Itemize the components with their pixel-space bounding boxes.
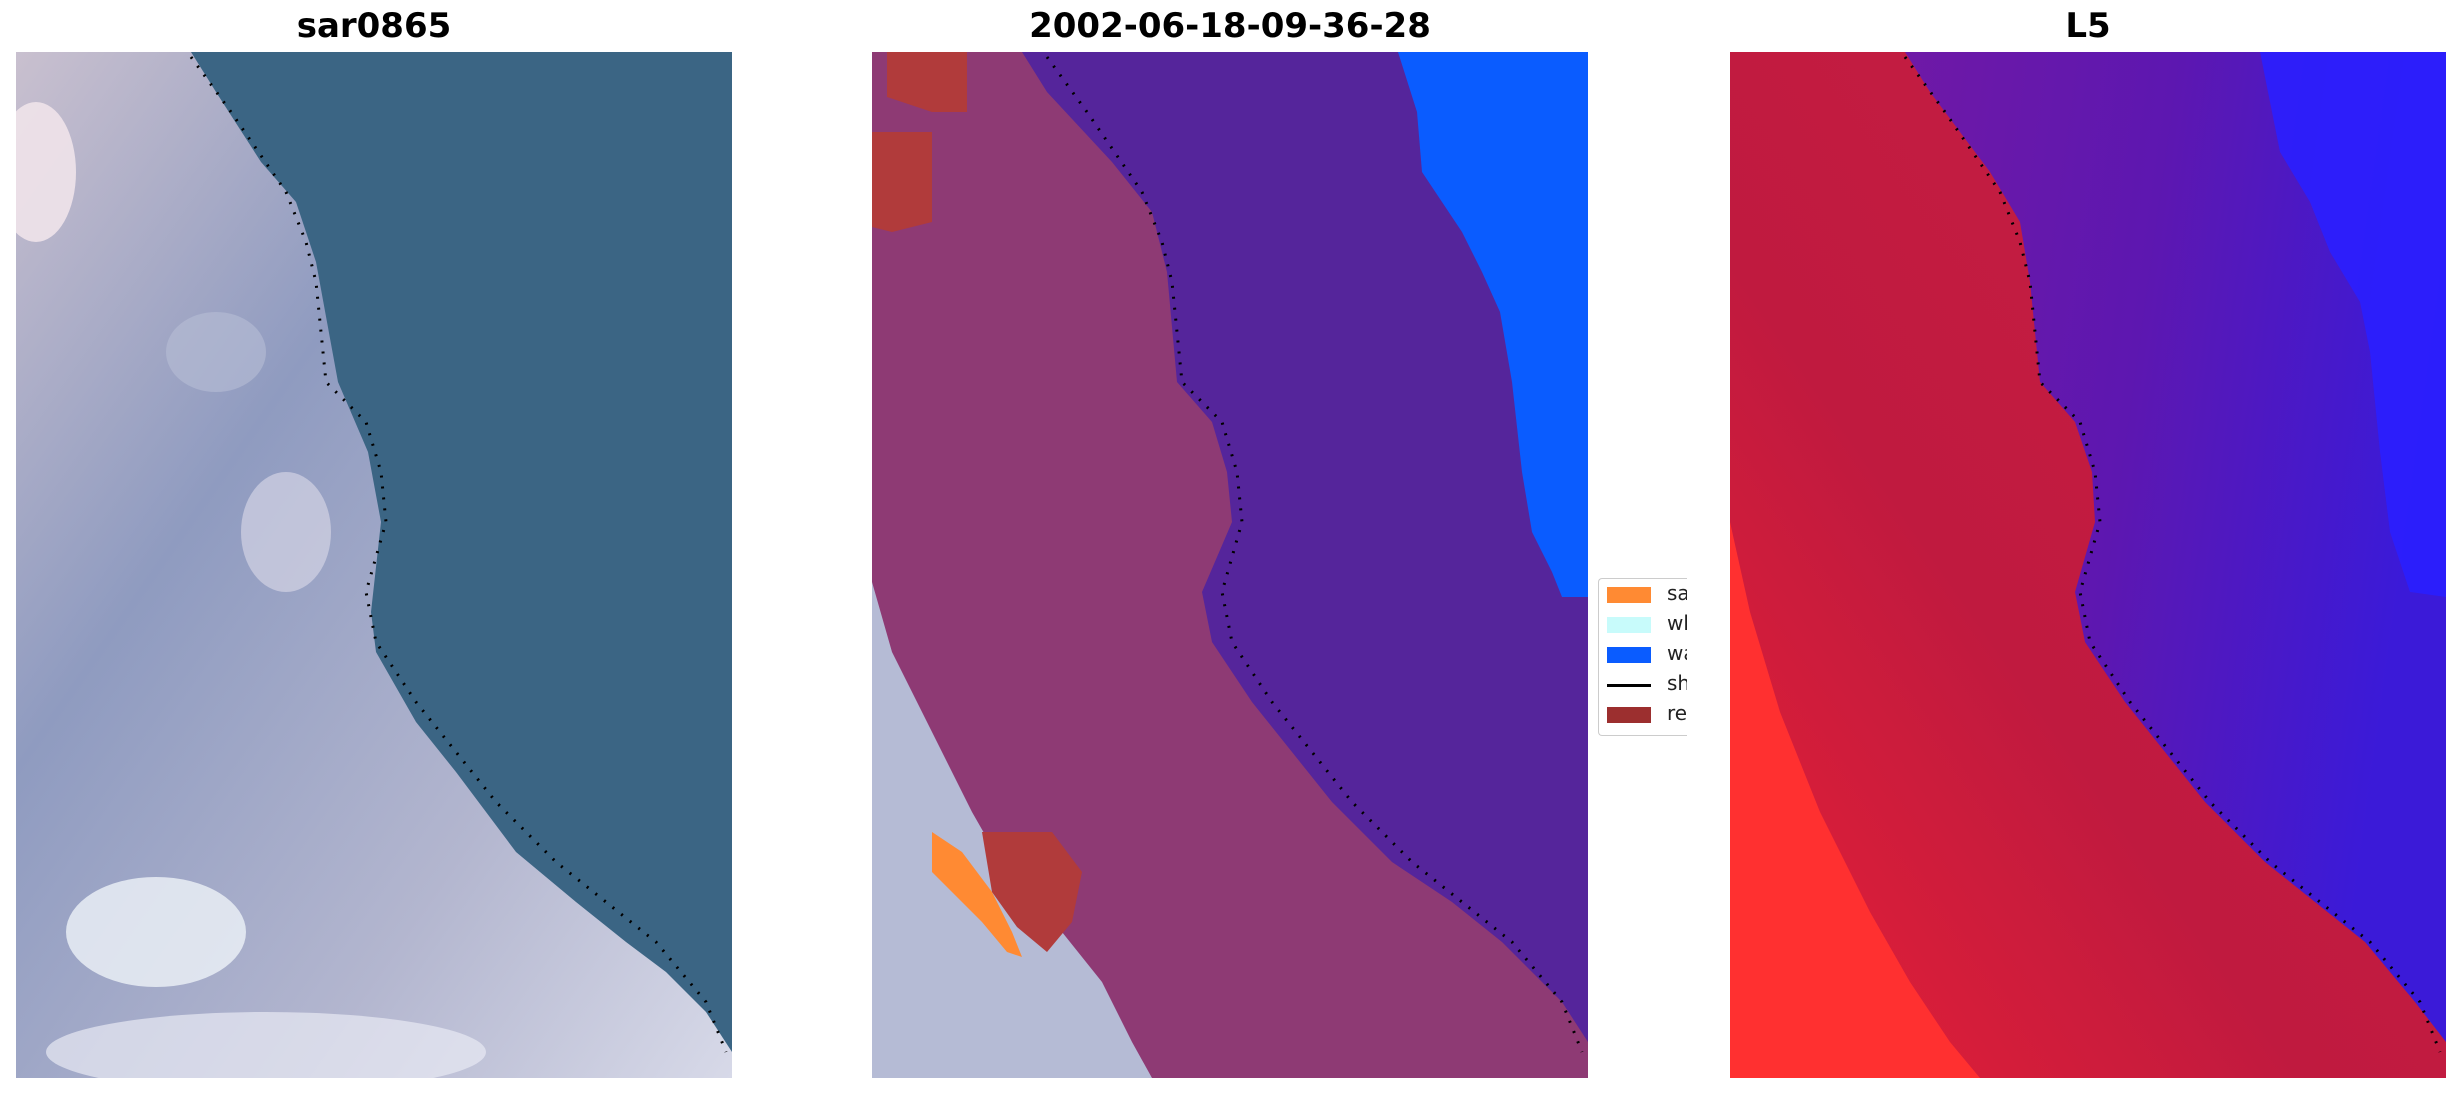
classification-image (872, 52, 1588, 1078)
water-class-area (1398, 52, 1588, 597)
land-probability-area (1730, 52, 2446, 1078)
deep-water-area (2260, 52, 2446, 597)
legend-item-reference: reference (1607, 699, 1687, 727)
legend-label: water (1667, 641, 1687, 665)
sand-area (932, 832, 1022, 957)
reference-swatch (1607, 707, 1651, 723)
water-swatch (1607, 647, 1651, 663)
legend-label: sand (1667, 581, 1687, 605)
reference-area-top (887, 52, 967, 112)
reference-area-left (872, 132, 932, 232)
high-probability-area (1730, 522, 1980, 1078)
legend-label: shoreline (1667, 671, 1687, 695)
rgb-image-panel (16, 52, 732, 1078)
shoreline-swatch (1607, 684, 1651, 687)
legend-item-whitewater: whitewater (1607, 609, 1687, 637)
legend-item-water: water (1607, 639, 1687, 667)
reference-area-bottom (982, 832, 1082, 952)
legend-item-shoreline: shoreline (1607, 669, 1687, 697)
panel-title-probability: L5 (2065, 6, 2111, 46)
sand-swatch (1607, 587, 1651, 603)
classification-panel (872, 52, 1588, 1078)
legend-item-sand: sand (1607, 579, 1687, 607)
panel-title-rgb: sar0865 (296, 6, 452, 46)
legend: sand whitewater water shoreline referenc… (1598, 578, 1687, 736)
land-area (16, 52, 732, 1078)
panel-title-classification: 2002-06-18-09-36-28 (1029, 6, 1431, 46)
probability-panel (1730, 52, 2446, 1078)
rgb-image (16, 52, 732, 1078)
probability-image (1730, 52, 2446, 1078)
whitewater-swatch (1607, 617, 1651, 633)
legend-label: whitewater (1667, 611, 1687, 635)
legend-label: reference (1667, 701, 1687, 725)
unclassified-land-area (872, 582, 1152, 1078)
land-class-area (872, 52, 1588, 1078)
